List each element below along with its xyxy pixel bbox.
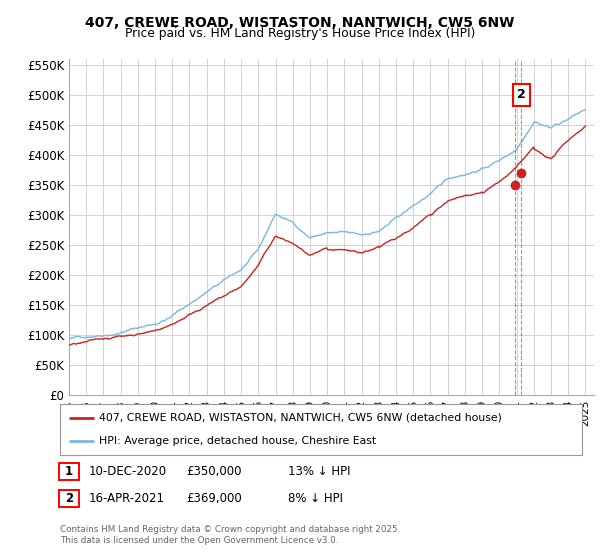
Text: 407, CREWE ROAD, WISTASTON, NANTWICH, CW5 6NW: 407, CREWE ROAD, WISTASTON, NANTWICH, CW…: [85, 16, 515, 30]
Text: 13% ↓ HPI: 13% ↓ HPI: [288, 465, 350, 478]
Text: Price paid vs. HM Land Registry's House Price Index (HPI): Price paid vs. HM Land Registry's House …: [125, 27, 475, 40]
Text: 16-APR-2021: 16-APR-2021: [89, 492, 165, 505]
Text: £369,000: £369,000: [186, 492, 242, 505]
Text: 407, CREWE ROAD, WISTASTON, NANTWICH, CW5 6NW (detached house): 407, CREWE ROAD, WISTASTON, NANTWICH, CW…: [99, 413, 502, 423]
Text: HPI: Average price, detached house, Cheshire East: HPI: Average price, detached house, Ches…: [99, 436, 376, 446]
Text: £350,000: £350,000: [186, 465, 241, 478]
Text: 2: 2: [65, 492, 73, 505]
Text: 1: 1: [65, 465, 73, 478]
Text: Contains HM Land Registry data © Crown copyright and database right 2025.
This d: Contains HM Land Registry data © Crown c…: [60, 525, 400, 545]
Text: 2: 2: [517, 88, 526, 101]
Text: 10-DEC-2020: 10-DEC-2020: [89, 465, 167, 478]
Text: 8% ↓ HPI: 8% ↓ HPI: [288, 492, 343, 505]
